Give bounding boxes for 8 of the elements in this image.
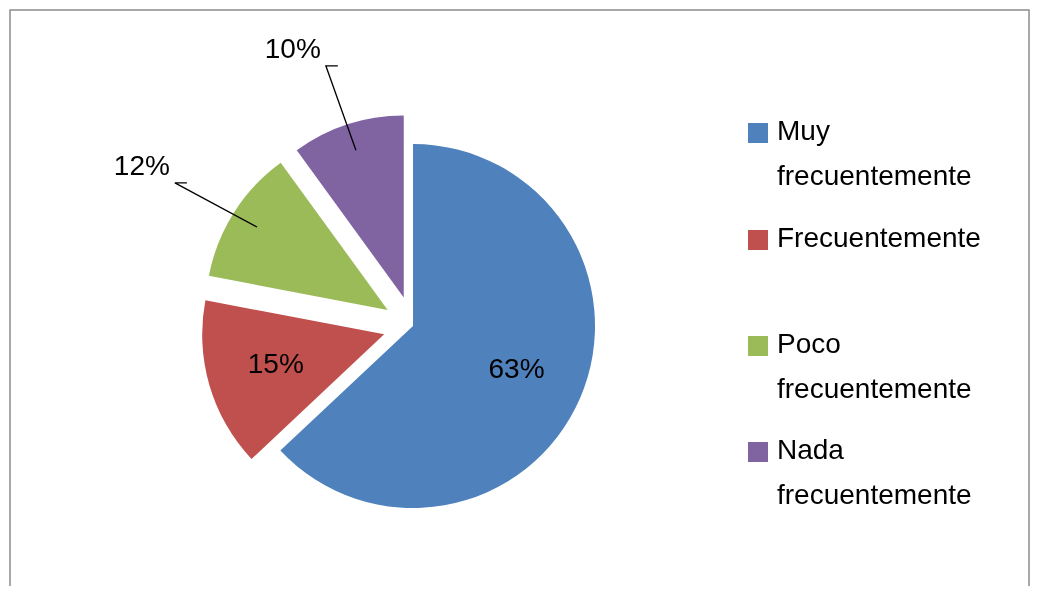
legend-label: Poco frecuentemente: [777, 328, 972, 405]
legend-label: Frecuentemente: [777, 222, 981, 254]
legend-label: Muy frecuentemente: [777, 115, 972, 192]
data-label: 63%: [488, 353, 545, 385]
data-label: 12%: [113, 149, 170, 181]
legend-label: Nada frecuentemente: [777, 434, 972, 511]
data-label: 15%: [247, 348, 304, 380]
data-label: 10%: [264, 32, 321, 64]
